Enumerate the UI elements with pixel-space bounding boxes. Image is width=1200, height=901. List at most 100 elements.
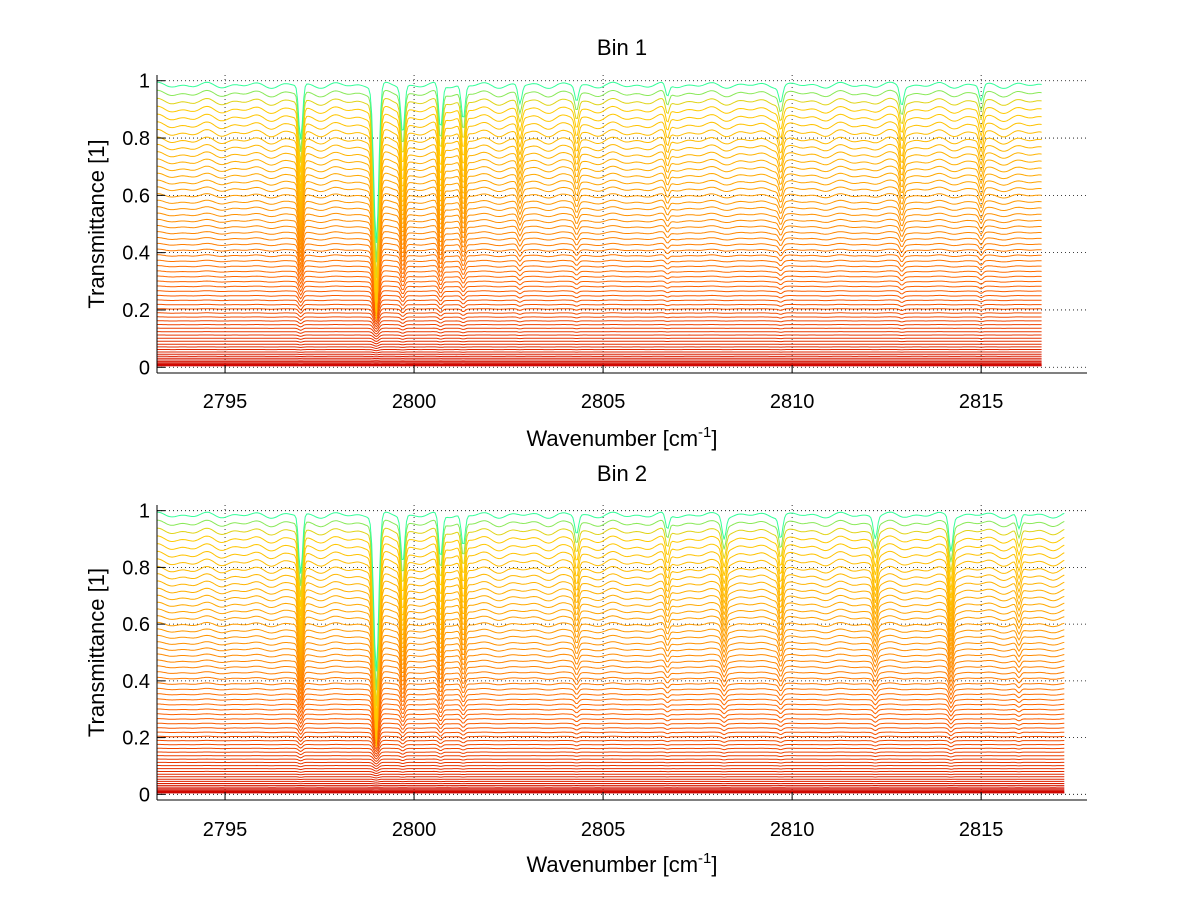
spectrum-line — [157, 206, 1042, 306]
x-tick-label: 2800 — [392, 819, 437, 841]
spectrum-line — [157, 659, 1065, 731]
spectrum-line — [157, 179, 1042, 312]
x-axis-label-close: ] — [711, 852, 717, 877]
x-axis-label-text: Wavenumber [cm — [526, 426, 698, 451]
x-tick-label: 2805 — [581, 391, 626, 413]
spectrum-line — [157, 543, 1065, 731]
spectrum-line — [157, 353, 1042, 356]
spectrum-line — [157, 231, 1042, 303]
spectrum-line — [157, 193, 1042, 308]
spectrum-line — [157, 751, 1065, 760]
spectrum-line — [157, 776, 1065, 779]
y-axis-label: Transmittance [1] — [84, 139, 109, 308]
spectrum-line — [157, 693, 1065, 734]
x-tick-label: 2795 — [203, 391, 248, 413]
spectrum-line — [157, 143, 1042, 320]
spectrum-line — [157, 259, 1042, 305]
spectrum-line — [157, 783, 1065, 785]
spectrum-line — [157, 535, 1065, 720]
spectrum-line — [157, 550, 1065, 740]
series-lines — [157, 81, 1042, 367]
spectrum-line — [157, 323, 1042, 333]
x-tick-label: 2815 — [959, 819, 1004, 841]
spectrum-line — [157, 290, 1042, 315]
spectrum-line — [157, 285, 1042, 314]
x-tick-label: 2815 — [959, 391, 1004, 413]
spectrum-line — [157, 113, 1042, 304]
x-tick-label: 2800 — [392, 391, 437, 413]
spectrum-line — [157, 165, 1042, 315]
x-tick-label: 2810 — [770, 819, 815, 841]
spectrum-line — [157, 768, 1065, 772]
chart-title: Bin 2 — [597, 461, 647, 486]
x-tick-label: 2805 — [581, 819, 626, 841]
y-tick-label: 0.8 — [122, 557, 150, 579]
spectrum-line — [157, 743, 1065, 755]
spectrum-line — [157, 601, 1065, 741]
spectrum-line — [157, 527, 1065, 707]
y-tick-label: 0.2 — [122, 728, 150, 750]
spectrum-line — [157, 81, 1042, 244]
spectrum-line — [157, 735, 1065, 751]
y-tick-label: 0.6 — [122, 614, 150, 636]
spectrum-line — [157, 713, 1065, 741]
y-tick-label: 0.4 — [122, 243, 150, 265]
spectrum-line — [157, 770, 1065, 775]
spectrum-line — [157, 270, 1042, 307]
spectrum-line — [157, 747, 1065, 758]
spectrum-line — [157, 327, 1042, 335]
x-axis-label: Wavenumber [cm-1] — [526, 424, 717, 451]
spectrum-line — [157, 739, 1065, 753]
spectrum-line — [157, 587, 1065, 745]
spectrum-line — [157, 349, 1042, 352]
spectrum-line — [157, 254, 1042, 304]
x-tick-label: 2810 — [770, 391, 815, 413]
spectrum-line — [157, 340, 1042, 345]
spectrum-line — [157, 280, 1042, 312]
spectrum-line — [157, 665, 1065, 731]
spectrum-line — [157, 316, 1042, 328]
spectrum-line — [157, 151, 1042, 319]
y-tick-label: 0 — [139, 784, 150, 806]
spectrum-line — [157, 89, 1042, 263]
spectrum-line — [157, 334, 1042, 340]
spectrum-line — [157, 320, 1042, 330]
spectrum-line — [157, 647, 1065, 731]
spectrum-line — [157, 594, 1065, 743]
spectrum-line — [157, 331, 1042, 338]
spectrum-line — [157, 761, 1065, 767]
spectrum-line — [157, 294, 1042, 317]
x-axis-label-text: Wavenumber [cm — [526, 852, 698, 877]
spectrum-line — [157, 615, 1065, 738]
x-axis-label-close: ] — [711, 426, 717, 451]
y-tick-label: 0.2 — [122, 300, 150, 322]
chart-panel-bin-2: 2795 2800 2805 2810 2815 0 0.2 0.4 0.6 0.8 1 Bin 2 W… — [84, 461, 1087, 877]
spectrum-line — [157, 558, 1065, 747]
spectrum-line — [157, 580, 1065, 746]
spectrum-line — [157, 722, 1065, 745]
x-axis-label-superscript: -1 — [698, 424, 711, 441]
spectrum-line — [157, 312, 1042, 326]
spectrum-line — [157, 519, 1065, 691]
spectrum-line — [157, 225, 1042, 303]
spectrum-line — [157, 172, 1042, 314]
spectrum-line — [157, 731, 1065, 749]
spectrum-line — [157, 355, 1042, 358]
spectrum-line — [157, 97, 1042, 279]
spectrum-line — [157, 755, 1065, 763]
spectrum-line — [157, 573, 1065, 747]
spectrum-line — [157, 758, 1065, 765]
spectrum-line — [157, 242, 1042, 303]
spectrum-line — [157, 511, 1065, 672]
spectrum-line — [157, 687, 1065, 733]
spectrum-line — [157, 218, 1042, 304]
spectrum-line — [157, 764, 1065, 770]
spectrum-line — [157, 641, 1065, 732]
spectrum-line — [157, 708, 1065, 740]
x-tick-label: 2795 — [203, 819, 248, 841]
spectrum-line — [157, 199, 1042, 307]
spectrum-line — [157, 212, 1042, 305]
spectrum-line — [157, 676, 1065, 731]
spectrum-line — [157, 565, 1065, 748]
